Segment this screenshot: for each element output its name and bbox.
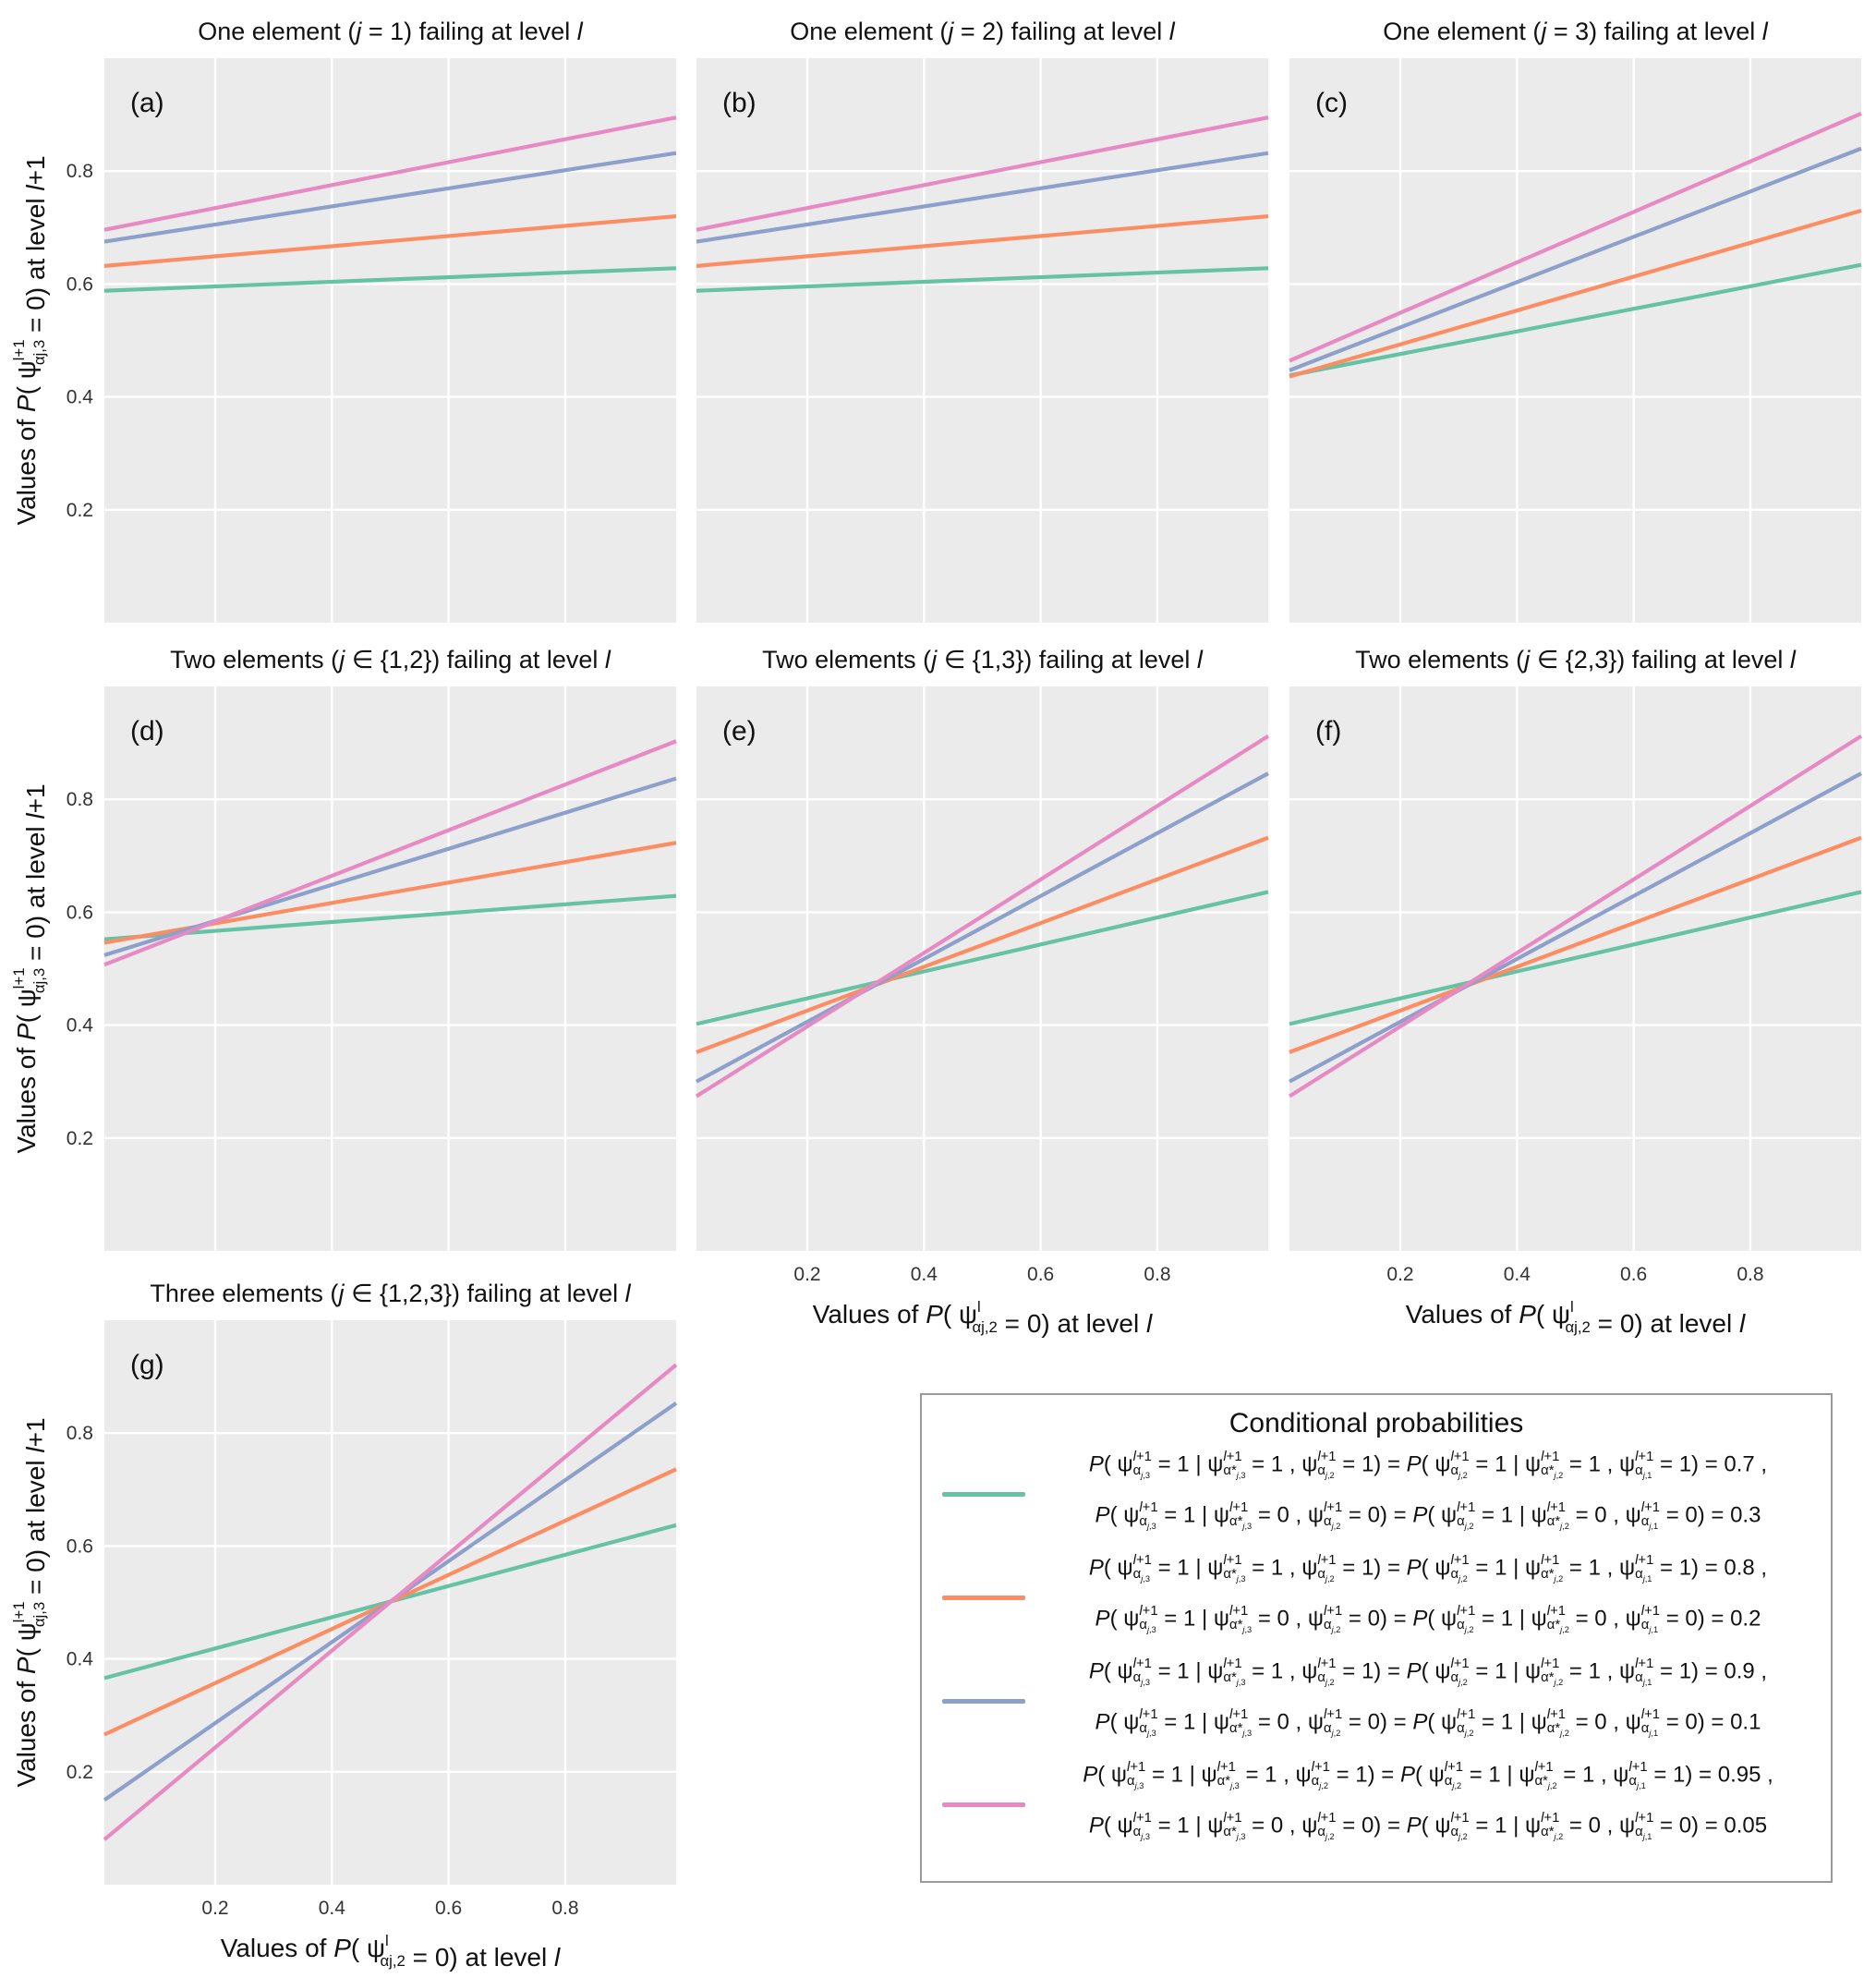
legend-entry-line1: P( ψ l+1 αj,3 = 1 | ψ l+1 α*j,3 = 1 , ψ l+1 αj… xyxy=(1088,1553,1768,1584)
series-line xyxy=(695,734,1270,1098)
y-tick-label: 0.4 xyxy=(67,1649,94,1670)
legend-swatch xyxy=(942,1699,1025,1704)
legend-entry-line2: P( ψ l+1 αj,3 = 1 | ψ l+1 α*j,3 = 0 , ψ l+1 αj… xyxy=(1095,1500,1761,1531)
series-line xyxy=(103,1363,678,1841)
series-line xyxy=(103,266,677,293)
x-tick-label: 0.2 xyxy=(793,1264,820,1285)
y-tick-label: 0.6 xyxy=(67,273,93,295)
x-tick-label: 0.8 xyxy=(551,1898,578,1919)
series-line xyxy=(1288,734,1863,1098)
series-line xyxy=(696,213,1269,268)
series-line xyxy=(1289,208,1862,379)
legend-entry-line2: P( ψ l+1 αj,3 = 1 | ψ l+1 α*j,3 = 0 , ψ l+1 αj… xyxy=(1088,1811,1768,1841)
series-line xyxy=(1289,146,1862,372)
series-line xyxy=(103,151,677,244)
series-line xyxy=(103,893,677,941)
panel-e: (e) Two elements (j ∈ {1,3}) failing at l… xyxy=(695,646,1270,1338)
panel-label: (g) xyxy=(130,1350,164,1380)
y-tick-label: 0.2 xyxy=(67,1762,93,1783)
series-line xyxy=(696,266,1269,293)
y-tick-label: 0.8 xyxy=(67,161,93,182)
plot-background xyxy=(104,58,676,623)
panel-label: (e) xyxy=(722,716,756,746)
panel-label: (f) xyxy=(1315,716,1341,746)
y-tick-label: 0.6 xyxy=(67,902,93,923)
y-tick-label: 0.8 xyxy=(67,789,93,810)
x-axis-label: Values of P( ψl αj,2 = 0) at level l xyxy=(221,1932,561,1972)
x-tick-label: 0.6 xyxy=(435,1898,462,1919)
legend-entry-line1: P( ψ l+1 αj,3 = 1 | ψ l+1 α*j,3 = 1 , ψ l+1 αj… xyxy=(1083,1760,1773,1790)
panel-label: (a) xyxy=(130,88,164,118)
panel-c: (c) One element (j = 3) failing at level … xyxy=(1289,18,1862,623)
series-line xyxy=(1289,771,1862,1084)
y-axis-label: Values of P( ψl+1 αj,3 = 0) at level l+1 xyxy=(10,783,50,1153)
x-tick-label: 0.4 xyxy=(1504,1264,1531,1285)
panel-g: (g) Three elements (j ∈ {1,2,3}) failing … xyxy=(10,1280,678,1972)
panel-a: (a) One element (j = 1) failing at level … xyxy=(10,18,677,623)
series-line xyxy=(1289,111,1862,363)
y-tick-label: 0.6 xyxy=(67,1535,93,1557)
plot-background xyxy=(696,686,1268,1251)
panel-title: Three elements (j ∈ {1,2,3}) failing at … xyxy=(150,1280,631,1307)
series-line xyxy=(696,151,1269,244)
series-line xyxy=(103,213,677,268)
panel-title: Two elements (j ∈ {1,3}) failing at leve… xyxy=(762,646,1204,673)
panel-b: (b) One element (j = 2) failing at level … xyxy=(696,18,1269,623)
legend-entry-line1: P( ψ l+1 αj,3 = 1 | ψ l+1 α*j,3 = 1 , ψ l+1 αj… xyxy=(1088,1656,1768,1687)
series-line xyxy=(1289,262,1862,378)
x-tick-label: 0.6 xyxy=(1027,1264,1054,1285)
y-tick-label: 0.4 xyxy=(67,1015,94,1037)
x-tick-label: 0.6 xyxy=(1620,1264,1647,1285)
y-tick-label: 0.2 xyxy=(67,500,93,521)
y-tick-label: 0.2 xyxy=(67,1128,93,1149)
series-line xyxy=(1289,835,1862,1054)
series-line xyxy=(696,115,1269,232)
plot-background xyxy=(104,686,676,1251)
x-axis-label: Values of P( ψl αj,2 = 0) at level l xyxy=(813,1298,1153,1338)
legend-entry: P( ψ l+1 αj,3 = 1 | ψ l+1 α*j,3 = 1 , ψ l+1 αj… xyxy=(922,1547,1831,1650)
legend-entry-line2: P( ψ l+1 αj,3 = 1 | ψ l+1 α*j,3 = 0 , ψ l+1 αj… xyxy=(1095,1707,1761,1738)
x-tick-label: 0.4 xyxy=(911,1264,938,1285)
legend-swatch xyxy=(942,1596,1025,1600)
series-line xyxy=(696,890,1269,1026)
x-tick-label: 0.8 xyxy=(1737,1264,1763,1285)
x-tick-label: 0.4 xyxy=(319,1898,346,1919)
y-axis-label: Values of P( ψl+1 αj,3 = 0) at level l+1 xyxy=(10,155,50,525)
panel-title: One element (j = 2) failing at level l xyxy=(790,18,1175,45)
panel-d: (d) Two elements (j ∈ {1,2}) failing at l… xyxy=(10,646,677,1251)
x-tick-label: 0.2 xyxy=(201,1898,228,1919)
y-tick-label: 0.4 xyxy=(67,387,94,408)
panel-title: Two elements (j ∈ {1,2}) failing at leve… xyxy=(170,646,611,673)
x-axis-label: Values of P( ψl αj,2 = 0) at level l xyxy=(1406,1298,1746,1338)
panel-label: (c) xyxy=(1315,88,1348,118)
legend-swatch xyxy=(942,1492,1025,1497)
panel-label: (b) xyxy=(722,88,756,118)
series-line xyxy=(1289,890,1862,1026)
series-line xyxy=(696,771,1269,1084)
legend-swatch xyxy=(942,1802,1025,1807)
y-axis-label: Values of P( ψl+1 αj,3 = 0) at level l+1 xyxy=(10,1417,50,1787)
panel-label: (d) xyxy=(130,716,164,746)
legend-entry: P( ψ l+1 αj,3 = 1 | ψ l+1 α*j,3 = 1 , ψ l+1 αj… xyxy=(922,1754,1831,1857)
plot-background xyxy=(1289,686,1861,1251)
panel-f: (f) Two elements (j ∈ {2,3}) failing at l… xyxy=(1288,646,1863,1338)
panel-title: One element (j = 1) failing at level l xyxy=(198,18,583,45)
plot-background xyxy=(696,58,1268,623)
panel-title: One element (j = 3) failing at level l xyxy=(1383,18,1768,45)
panel-title: Two elements (j ∈ {2,3}) failing at leve… xyxy=(1355,646,1797,673)
legend: Conditional probabilities P( ψ l+1 αj,3 = … xyxy=(920,1393,1833,1883)
legend-title: Conditional probabilities xyxy=(1228,1408,1524,1438)
legend-entry: P( ψ l+1 αj,3 = 1 | ψ l+1 α*j,3 = 1 , ψ l+1 αj… xyxy=(922,1650,1831,1754)
x-tick-label: 0.2 xyxy=(1386,1264,1413,1285)
series-line xyxy=(696,835,1269,1054)
legend-entry-line2: P( ψ l+1 αj,3 = 1 | ψ l+1 α*j,3 = 0 , ψ l+1 αj… xyxy=(1095,1604,1761,1634)
series-line xyxy=(103,115,677,232)
y-tick-label: 0.8 xyxy=(67,1423,93,1444)
legend-entry: P( ψ l+1 αj,3 = 1 | ψ l+1 α*j,3 = 1 , ψ l+1 αj… xyxy=(922,1443,1831,1547)
legend-entry-line1: P( ψ l+1 αj,3 = 1 | ψ l+1 α*j,3 = 1 , ψ l+1 αj… xyxy=(1088,1450,1768,1480)
series-line xyxy=(103,739,677,967)
plot-background xyxy=(1289,58,1861,623)
x-tick-label: 0.8 xyxy=(1144,1264,1170,1285)
